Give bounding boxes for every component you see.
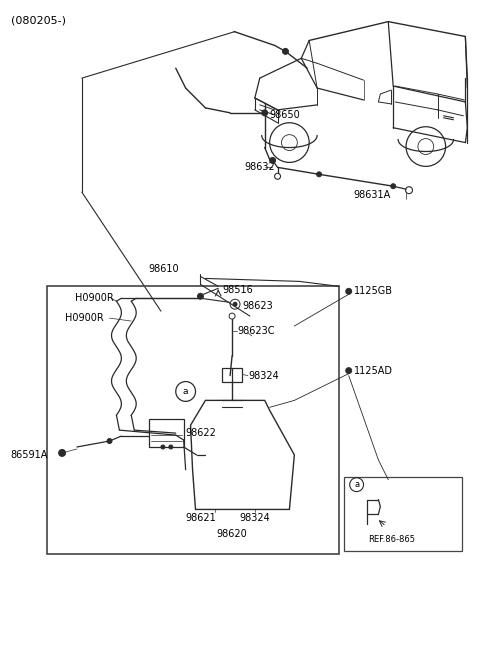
Text: 98620: 98620 [216, 529, 248, 539]
Text: 1125GB: 1125GB [354, 286, 393, 297]
Circle shape [169, 445, 173, 449]
Text: 98650: 98650 [270, 110, 300, 120]
Circle shape [107, 439, 112, 443]
Text: 98623: 98623 [242, 301, 273, 311]
Circle shape [346, 289, 352, 295]
Text: 1125AD: 1125AD [354, 365, 393, 376]
Text: 98631A: 98631A [354, 190, 391, 200]
Text: H0900R: H0900R [75, 293, 114, 303]
Circle shape [262, 110, 268, 116]
Bar [222, 367, 242, 382]
Circle shape [59, 449, 66, 457]
Text: 98610: 98610 [149, 264, 179, 274]
Bar [47, 287, 339, 554]
Bar [344, 477, 462, 551]
Circle shape [197, 293, 204, 299]
Circle shape [317, 172, 322, 176]
Text: 98623C: 98623C [237, 326, 275, 336]
Text: 98621: 98621 [185, 514, 216, 523]
Text: 86591A: 86591A [11, 450, 48, 460]
Circle shape [391, 184, 396, 189]
Text: 98516: 98516 [222, 285, 253, 295]
Circle shape [283, 49, 288, 54]
Text: H0900R: H0900R [65, 313, 104, 323]
Text: a: a [354, 480, 359, 489]
Circle shape [346, 367, 352, 374]
Text: 98632: 98632 [244, 163, 275, 173]
Circle shape [270, 157, 276, 163]
Bar [149, 419, 184, 447]
Circle shape [233, 302, 237, 306]
Text: 98324: 98324 [240, 514, 270, 523]
Text: REF.86-865: REF.86-865 [368, 535, 415, 544]
Text: a: a [183, 387, 188, 396]
Text: 98622: 98622 [186, 428, 216, 438]
Text: 98324: 98324 [248, 371, 279, 380]
Circle shape [161, 445, 165, 449]
Text: (080205-): (080205-) [11, 16, 66, 26]
